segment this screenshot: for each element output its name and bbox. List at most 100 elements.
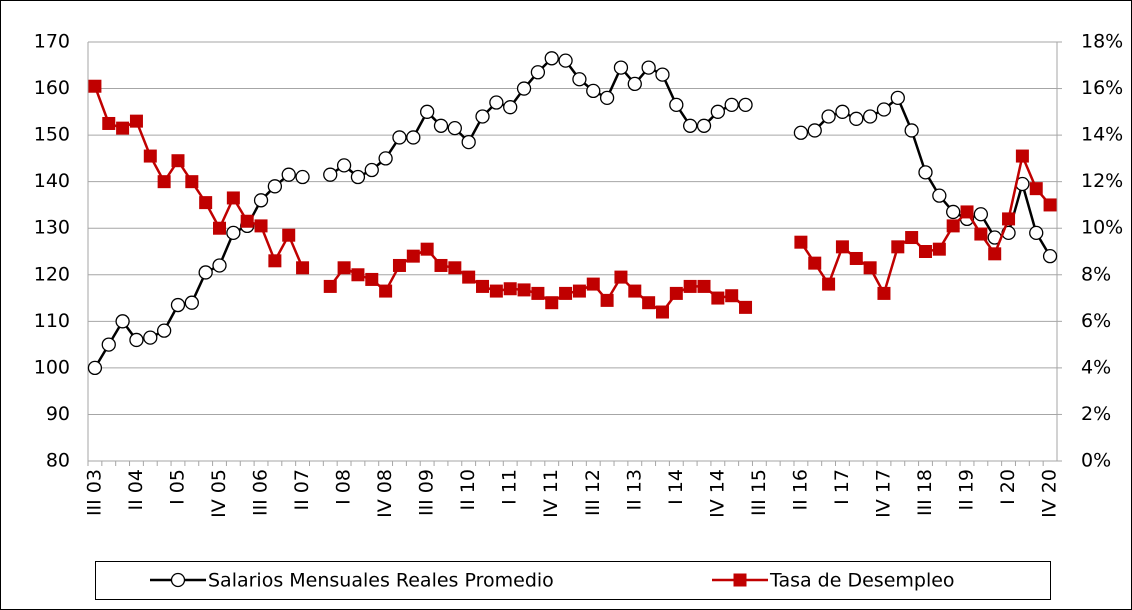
y2-tick-label: 16% xyxy=(1081,77,1123,99)
x-tick-label: I 08 xyxy=(333,469,355,505)
x-tick-label: IV 08 xyxy=(374,469,396,518)
point xyxy=(156,323,172,338)
point xyxy=(793,125,809,140)
point xyxy=(627,76,642,92)
point xyxy=(531,286,545,300)
point xyxy=(1042,249,1058,264)
point xyxy=(586,83,601,99)
point xyxy=(462,270,476,284)
x-tick-label: IV 17 xyxy=(872,469,894,518)
point xyxy=(655,67,670,82)
point xyxy=(253,193,269,208)
legend-box xyxy=(95,561,1051,600)
x-tick-label: IV 20 xyxy=(1039,469,1061,518)
point xyxy=(365,272,379,286)
point xyxy=(392,130,407,145)
point xyxy=(613,60,629,75)
point xyxy=(946,219,960,233)
point xyxy=(932,188,947,203)
point xyxy=(586,277,600,291)
point xyxy=(849,251,863,265)
point xyxy=(281,167,296,182)
y-tick-label: 80 xyxy=(46,450,70,472)
point xyxy=(545,296,559,310)
y2-tick-label: 18% xyxy=(1081,31,1123,53)
point xyxy=(600,293,614,307)
point xyxy=(821,109,836,124)
x-tick-label: III 03 xyxy=(83,469,105,516)
point xyxy=(890,90,905,106)
point xyxy=(669,97,684,112)
x-tick-label: II 10 xyxy=(457,469,479,510)
x-tick-label: III 12 xyxy=(582,469,604,516)
x-tick-label: III 18 xyxy=(914,469,936,516)
point xyxy=(974,227,988,241)
point xyxy=(905,231,919,245)
point xyxy=(143,149,157,163)
point xyxy=(696,118,712,133)
point xyxy=(738,97,753,112)
point xyxy=(517,283,531,297)
y2-tick-label: 8% xyxy=(1081,263,1111,285)
point xyxy=(406,130,421,145)
point xyxy=(641,60,656,75)
x-tick-label: IV 11 xyxy=(540,469,562,518)
point xyxy=(116,121,130,135)
x-tick-label: II 04 xyxy=(125,469,147,510)
point xyxy=(226,225,241,241)
point xyxy=(129,114,143,128)
point xyxy=(932,242,946,256)
legend-label: Tasa de Desempleo xyxy=(769,570,955,592)
legend-label: Salarios Mensuales Reales Promedio xyxy=(208,570,554,592)
point xyxy=(226,191,240,205)
y2-tick-label: 12% xyxy=(1081,170,1123,192)
point xyxy=(240,214,254,228)
x-tick-label: III 06 xyxy=(250,469,272,516)
point xyxy=(143,330,158,345)
point xyxy=(489,95,504,110)
point xyxy=(960,205,974,219)
point xyxy=(988,247,1002,261)
point xyxy=(185,175,199,189)
point xyxy=(295,169,310,185)
point xyxy=(1029,182,1043,196)
point xyxy=(267,179,283,194)
point xyxy=(1002,212,1016,226)
point xyxy=(862,109,878,124)
point xyxy=(599,90,615,106)
point xyxy=(489,284,503,298)
point xyxy=(379,284,393,298)
point xyxy=(891,240,905,254)
point xyxy=(157,175,171,189)
legend-marker xyxy=(733,573,747,587)
point xyxy=(420,242,434,256)
x-tick-label: II 07 xyxy=(291,469,313,510)
y-tick-label: 110 xyxy=(34,310,70,332)
point xyxy=(683,279,697,293)
point xyxy=(336,158,352,173)
point xyxy=(434,258,448,272)
point xyxy=(212,258,227,273)
point xyxy=(516,81,532,96)
point xyxy=(378,151,393,166)
point xyxy=(946,204,961,220)
point xyxy=(683,118,698,133)
point xyxy=(254,219,268,233)
point xyxy=(876,102,892,117)
point xyxy=(669,286,683,300)
point xyxy=(198,265,213,280)
point xyxy=(171,154,185,168)
point xyxy=(503,100,518,115)
point xyxy=(835,240,849,254)
point xyxy=(296,261,310,275)
point xyxy=(323,279,337,293)
point xyxy=(323,167,338,182)
point xyxy=(1043,198,1057,212)
y2-tick-label: 0% xyxy=(1081,450,1111,472)
point xyxy=(102,116,116,130)
point xyxy=(724,97,739,112)
y2-tick-label: 4% xyxy=(1081,356,1111,378)
